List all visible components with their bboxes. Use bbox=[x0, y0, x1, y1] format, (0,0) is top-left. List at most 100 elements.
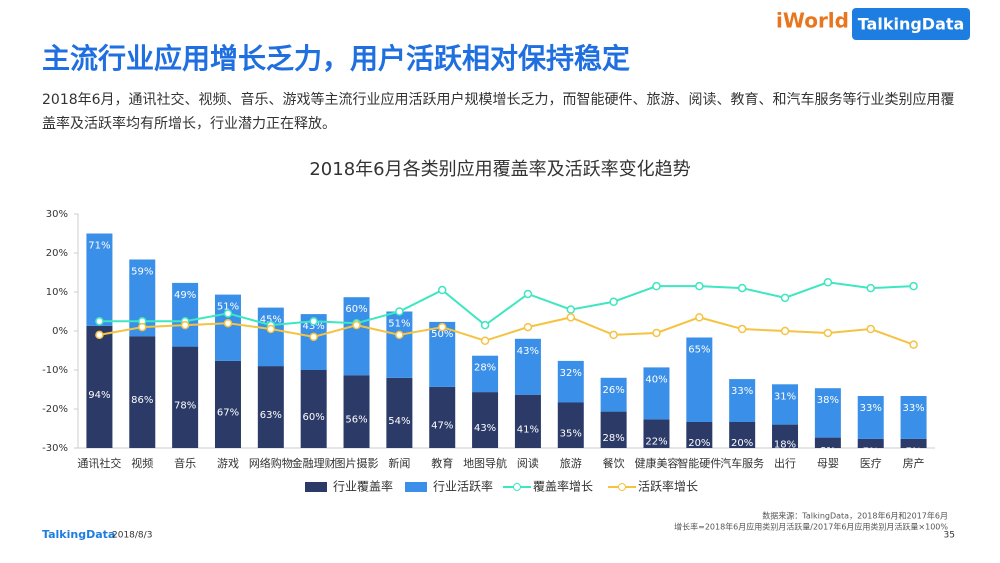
point bbox=[180, 320, 190, 330]
x-tick-label: 餐饮 bbox=[603, 456, 625, 470]
x-tick-label: 网络购物 bbox=[249, 456, 293, 470]
x-tick-label: 金融理财 bbox=[292, 456, 336, 470]
value-label: 63% bbox=[260, 410, 282, 421]
bar bbox=[472, 355, 499, 393]
point bbox=[95, 317, 104, 326]
point bbox=[695, 281, 704, 291]
event-logo: iWorld bbox=[776, 9, 849, 33]
x-tick-label: 音乐 bbox=[174, 456, 196, 470]
bar bbox=[686, 422, 713, 448]
value-label: 33% bbox=[860, 403, 882, 414]
value-label: 94% bbox=[88, 390, 110, 401]
y-tick-label: 10% bbox=[46, 287, 68, 298]
value-label: 32% bbox=[560, 368, 582, 379]
bar bbox=[900, 396, 927, 439]
value-label: 59% bbox=[131, 267, 153, 278]
value-label: 8% bbox=[820, 446, 836, 457]
bar bbox=[86, 325, 113, 448]
x-tick-label: 游戏 bbox=[217, 457, 239, 470]
point bbox=[138, 322, 147, 332]
point bbox=[737, 283, 747, 293]
point bbox=[652, 281, 661, 291]
bar bbox=[643, 367, 670, 420]
x-tick-label: 母婴 bbox=[817, 457, 839, 470]
value-label: 67% bbox=[217, 407, 239, 418]
bar bbox=[86, 233, 113, 326]
bar bbox=[857, 438, 884, 448]
value-label: 60% bbox=[303, 412, 325, 423]
x-tick-label: 旅游 bbox=[560, 456, 582, 470]
x-tick-label: 阅读 bbox=[517, 456, 539, 470]
source: 数据来源：TalkingData，2018年6月和2017年6月 bbox=[762, 511, 948, 521]
brand-logo: TalkingData bbox=[858, 15, 965, 34]
value-label: 86% bbox=[131, 395, 153, 406]
value-label: 20% bbox=[731, 438, 753, 449]
value-label: 65% bbox=[688, 345, 710, 356]
bar bbox=[429, 386, 456, 448]
bar bbox=[814, 388, 841, 438]
slide-title: 主流行业应用增长乏力，用户活跃相对保持稳定 bbox=[42, 42, 630, 75]
point bbox=[395, 330, 404, 340]
x-tick-label: 汽车服务 bbox=[720, 456, 764, 470]
bar bbox=[343, 297, 370, 376]
value-label: 60% bbox=[345, 304, 367, 315]
legend-swatch bbox=[305, 482, 327, 492]
value-label: 28% bbox=[474, 363, 496, 374]
bar bbox=[557, 402, 584, 448]
value-label: 51% bbox=[388, 319, 410, 330]
bar bbox=[172, 282, 199, 347]
value-label: 33% bbox=[902, 403, 924, 414]
subtitle-box: 2018年6月，通讯社交、视频、音乐、游戏等主流行业应用活跃用户规模增长乏力，而… bbox=[42, 92, 955, 132]
note: 增长率=2018年6月应用类别月活跃量/2017年6月应用类别月活跃量×100% bbox=[674, 522, 948, 532]
bar bbox=[257, 307, 284, 367]
point bbox=[523, 289, 533, 299]
value-label: 45% bbox=[260, 315, 282, 326]
point bbox=[737, 324, 747, 334]
bar bbox=[257, 366, 284, 448]
subtitle: 2018年6月，通讯社交、视频、音乐、游戏等主流行业应用活跃用户规模增长乏力，而… bbox=[42, 92, 955, 132]
value-label: 33% bbox=[731, 386, 753, 397]
line bbox=[99, 281, 914, 327]
point bbox=[309, 317, 318, 326]
value-label: 78% bbox=[174, 400, 196, 411]
value-label: 31% bbox=[774, 391, 796, 402]
value-label: 47% bbox=[431, 420, 453, 431]
x-tick-label: 房产 bbox=[903, 456, 925, 470]
x-tick-label: 健康美容 bbox=[634, 456, 678, 470]
bar bbox=[429, 321, 456, 387]
point bbox=[609, 330, 618, 340]
point bbox=[480, 320, 490, 330]
x-tick-label: 通讯社交 bbox=[77, 456, 121, 470]
legend-label: 活跃率增长 bbox=[638, 479, 698, 494]
point bbox=[480, 336, 490, 345]
bar bbox=[386, 377, 413, 448]
bar bbox=[514, 394, 541, 448]
y-tick-label: 30% bbox=[46, 209, 68, 220]
bar bbox=[172, 346, 199, 448]
x-tick-label: 教育 bbox=[431, 456, 453, 470]
bar bbox=[900, 438, 927, 448]
value-label: 22% bbox=[645, 437, 667, 448]
point bbox=[695, 313, 704, 322]
point bbox=[95, 330, 104, 340]
value-label: 38% bbox=[817, 395, 839, 406]
y-tick-label: -30% bbox=[42, 443, 68, 454]
bar bbox=[686, 337, 713, 422]
bar bbox=[557, 360, 584, 403]
value-label: 56% bbox=[345, 415, 367, 426]
point bbox=[866, 324, 875, 334]
x-tick-label: 出行 bbox=[774, 456, 796, 470]
value-label: 20% bbox=[688, 438, 710, 449]
brand-logo-box bbox=[852, 8, 970, 40]
point bbox=[523, 322, 533, 332]
bar bbox=[129, 336, 156, 448]
bar bbox=[729, 379, 756, 422]
chart-title: 2018年6月各类别应用覆盖率及活跃率变化趋势 bbox=[309, 159, 690, 180]
value-label: 7% bbox=[863, 446, 879, 457]
value-label: 43% bbox=[474, 423, 496, 434]
bar bbox=[600, 411, 627, 448]
point bbox=[823, 328, 833, 338]
legend-marker bbox=[513, 483, 521, 491]
bar bbox=[643, 419, 670, 448]
